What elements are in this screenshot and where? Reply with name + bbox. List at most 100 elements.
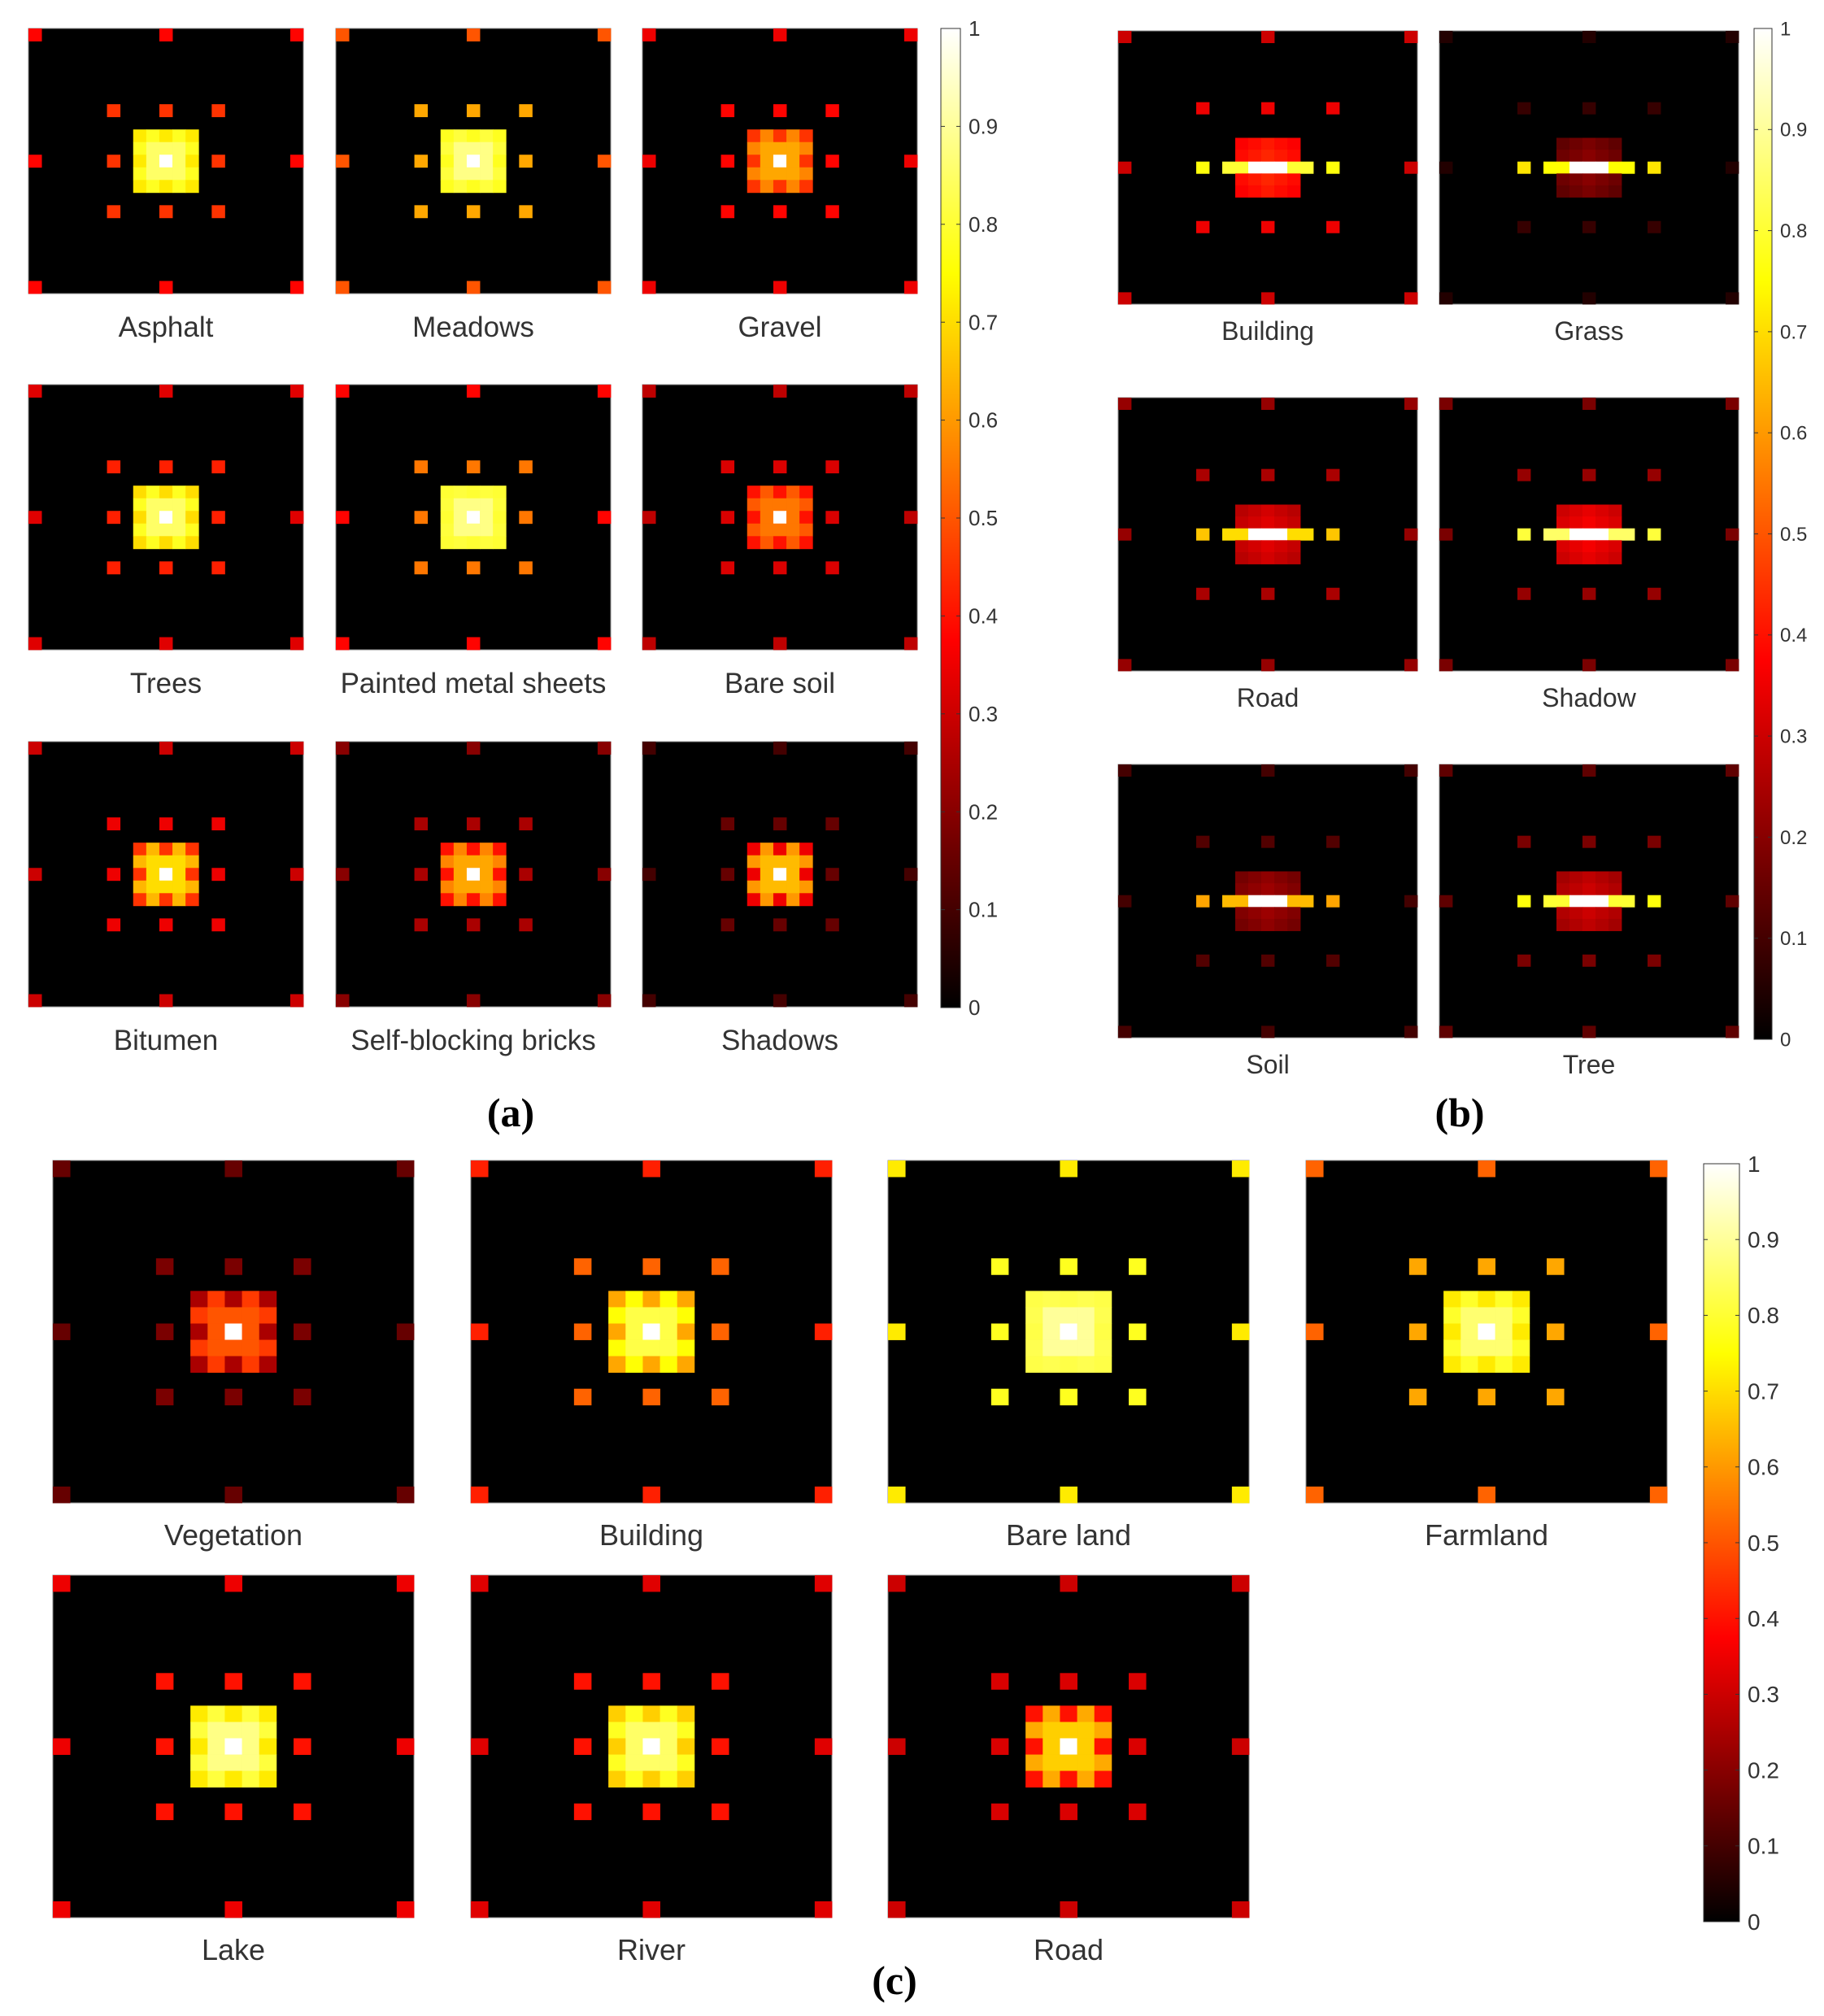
heatmap-cell	[1025, 1356, 1043, 1374]
heatmap-cell	[414, 561, 429, 575]
heatmap-cell	[825, 205, 839, 219]
heatmap-cell	[1582, 150, 1596, 163]
heatmap-cell	[294, 1673, 311, 1690]
heatmap-cell	[159, 142, 173, 155]
heatmap-cell	[1443, 1323, 1461, 1340]
heatmap-cell	[1582, 918, 1596, 931]
colorbar-tick-label: 0	[1748, 1909, 1761, 1935]
heatmap-cell	[1274, 551, 1288, 564]
heatmap-cell	[1287, 161, 1301, 174]
heatmap-cell	[1025, 1339, 1043, 1356]
heatmap-cell	[760, 155, 774, 168]
heatmap-cell	[1595, 551, 1609, 564]
heatmap-cell	[642, 868, 656, 882]
heatmap-cell	[146, 880, 160, 894]
heatmap-cell	[1248, 150, 1262, 163]
heatmap-cell	[107, 460, 121, 474]
heatmap-cell	[172, 523, 186, 537]
heatmap-cell	[1235, 185, 1249, 198]
heatmap-cell	[773, 104, 787, 118]
heatmap-cell	[760, 868, 774, 882]
heatmap-cell	[1077, 1738, 1095, 1755]
heatmap-cell	[28, 28, 42, 41]
heatmap-cell	[1556, 137, 1570, 150]
heatmap-cell	[1648, 528, 1661, 541]
heatmap-cell	[146, 498, 160, 512]
heatmap-cell	[1306, 1486, 1324, 1504]
heatmap-cell	[1569, 918, 1583, 931]
heatmap-cell	[1274, 504, 1288, 517]
heatmap-tile: Road	[887, 1574, 1250, 1966]
heatmap-cell	[1326, 954, 1340, 967]
heatmap-cell	[903, 868, 918, 882]
heatmap-cell	[1582, 1025, 1596, 1038]
heatmap-cell	[1569, 883, 1583, 896]
class-label: Shadows	[721, 1025, 838, 1056]
heatmap-cell	[159, 205, 173, 219]
heatmap-cell	[453, 167, 468, 181]
heatmap-cell	[146, 142, 160, 155]
heatmap-cell	[1043, 1323, 1060, 1340]
heatmap-cell	[1609, 540, 1622, 553]
heatmap-cell	[224, 1258, 242, 1275]
heatmap-cell	[786, 523, 800, 537]
heatmap-cell	[677, 1307, 695, 1324]
heatmap-cell	[1129, 1323, 1147, 1340]
colorbar-tick-label: 0.3	[1748, 1682, 1779, 1707]
class-label: Building	[1221, 316, 1314, 346]
heatmap-cell	[493, 855, 507, 869]
colorbar-tick-label: 0.1	[1780, 928, 1807, 950]
class-label: Tree	[1563, 1050, 1616, 1079]
heatmap-cell	[1306, 1160, 1324, 1178]
class-label: Grass	[1554, 316, 1623, 346]
heatmap-cell	[466, 893, 481, 907]
heatmap-cell	[903, 742, 918, 755]
heatmap-cell	[1261, 398, 1275, 411]
heatmap-cell	[760, 498, 774, 512]
heatmap-cell	[159, 385, 173, 398]
heatmap-cell	[677, 1722, 695, 1739]
heatmap-cell	[1094, 1738, 1112, 1755]
heatmap-cell	[289, 637, 304, 651]
heatmap-cell	[1582, 954, 1596, 967]
heatmap-cell	[146, 485, 160, 499]
heatmap-cell	[1300, 528, 1314, 541]
heatmap-tile: Self-blocking bricks	[335, 741, 612, 1056]
heatmap-cell	[185, 893, 199, 907]
heatmap-cell	[903, 155, 918, 168]
heatmap-cell	[185, 180, 199, 194]
heatmap-cell	[159, 281, 173, 294]
heatmap-cell	[159, 167, 173, 181]
heatmap-cell	[1595, 528, 1609, 541]
heatmap-cell	[159, 511, 173, 525]
heatmap-cell	[773, 843, 787, 856]
colorbar-tick-label: 0.3	[969, 702, 998, 726]
heatmap-cell	[903, 511, 918, 525]
heatmap-cell	[747, 167, 761, 181]
colorbar-tick-label: 0.4	[1780, 625, 1807, 647]
heatmap-cell	[1609, 895, 1622, 908]
heatmap-cell	[28, 994, 42, 1008]
heatmap-cell	[773, 868, 787, 882]
heatmap-cell	[1287, 137, 1301, 150]
heatmap-cell	[1222, 528, 1236, 541]
heatmap-cell	[1556, 528, 1570, 541]
heatmap-cell	[519, 918, 533, 932]
heatmap-cell	[747, 536, 761, 550]
heatmap-cell	[211, 205, 225, 219]
heatmap-cell	[1582, 907, 1596, 920]
heatmap-cell	[1595, 907, 1609, 920]
heatmap-cell	[159, 523, 173, 537]
heatmap-cell	[224, 1803, 242, 1821]
heatmap-cell	[760, 180, 774, 194]
heatmap-cell	[1517, 468, 1531, 481]
heatmap-cell	[642, 1388, 660, 1406]
heatmap-cell	[440, 511, 455, 525]
heatmap-cell	[107, 511, 121, 525]
heatmap-cell	[1404, 161, 1418, 174]
heatmap-cell	[1439, 528, 1453, 541]
heatmap-cell	[159, 561, 173, 575]
heatmap-cell	[1060, 1160, 1077, 1178]
colorbar-c: 0 0.1 0.2 0.3 0.4 0.5 0.6 0.7 0.8 0.9 1	[1703, 1152, 1779, 1935]
heatmap-cell	[825, 460, 839, 474]
